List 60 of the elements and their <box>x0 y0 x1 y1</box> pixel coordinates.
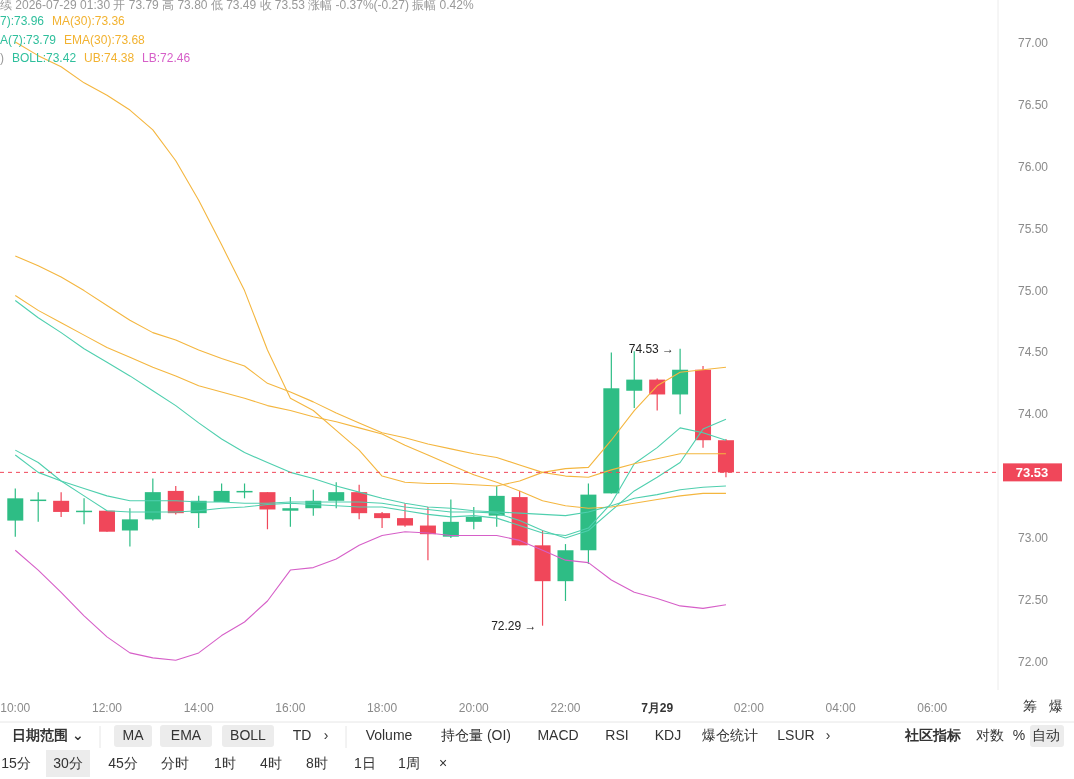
x-tick-label: 20:00 <box>458 701 490 715</box>
text: 日期范围 ⌄ <box>12 727 84 743</box>
annotation: ) <box>0 51 4 65</box>
annotation: EMA(30):73.68 <box>64 33 146 47</box>
x-tick-label: 12:00 <box>91 701 123 715</box>
text: BOLL <box>230 727 267 743</box>
x-tick-label: 14:00 <box>183 701 215 715</box>
x-tick-label: 16:00 <box>275 701 306 715</box>
text: 1日 <box>354 755 376 771</box>
text: 筹 <box>1023 698 1037 714</box>
text: KDJ <box>654 727 682 743</box>
x-tick-label: 10:00 <box>0 701 31 715</box>
text: TD <box>292 727 312 743</box>
y-tick-label: 72.00 <box>1017 654 1049 669</box>
x-tick-label: 02:00 <box>733 701 765 715</box>
ref-line-label: 73.53 <box>1015 465 1049 481</box>
x-tick-label: 06:00 <box>917 701 948 715</box>
text: 1时 <box>214 755 236 771</box>
text: MACD <box>537 727 579 743</box>
text: › <box>825 727 831 743</box>
y-tick-label: 72.50 <box>1017 592 1049 607</box>
text: › <box>323 727 329 743</box>
text: 分时 <box>161 755 189 771</box>
text: 8时 <box>306 755 328 771</box>
text: 4时 <box>260 755 282 771</box>
text: × <box>438 755 448 771</box>
text: EMA <box>170 727 202 743</box>
annotation: LB:72.46 <box>142 51 191 65</box>
y-tick-label: 73.00 <box>1017 530 1049 545</box>
y-tick-label: 74.00 <box>1017 407 1049 422</box>
y-tick-label: 74.50 <box>1017 345 1049 360</box>
y-tick-label: 76.00 <box>1017 159 1049 174</box>
text: 社区指标 <box>904 727 961 743</box>
y-tick-label: 77.00 <box>1017 36 1049 51</box>
text: 对数 <box>976 727 1004 743</box>
text: 15分 <box>1 755 31 771</box>
y-tick-label: 75.00 <box>1017 283 1049 298</box>
text: 30分 <box>53 755 83 771</box>
annotation: MA(30):73.36 <box>52 14 126 28</box>
text: 1周 <box>398 755 420 771</box>
y-tick-label: 75.50 <box>1017 221 1049 236</box>
annotation: UB:74.38 <box>84 51 135 65</box>
x-tick-label: 22:00 <box>550 701 581 715</box>
text: 持仓量 (OI) <box>441 727 511 743</box>
x-tick-label: 18:00 <box>367 701 398 715</box>
text: 45分 <box>108 755 138 771</box>
annotation: A(7):73.79 <box>0 33 57 47</box>
annotation: 74.53 → <box>628 341 675 356</box>
text: 爆仓统计 <box>702 727 758 743</box>
annotation: 72.29 → <box>491 618 537 633</box>
text: Volume <box>365 727 413 743</box>
text: RSI <box>605 727 629 743</box>
x-tick-label: 7月29 <box>641 701 674 715</box>
text: 爆 <box>1049 698 1063 714</box>
text: LSUR <box>777 727 815 743</box>
x-tick-label: 04:00 <box>825 701 856 715</box>
annotation: 7):73.96 <box>0 14 45 28</box>
text: MA <box>122 727 145 743</box>
y-tick-label: 76.50 <box>1017 98 1049 113</box>
text: % <box>1012 727 1026 743</box>
